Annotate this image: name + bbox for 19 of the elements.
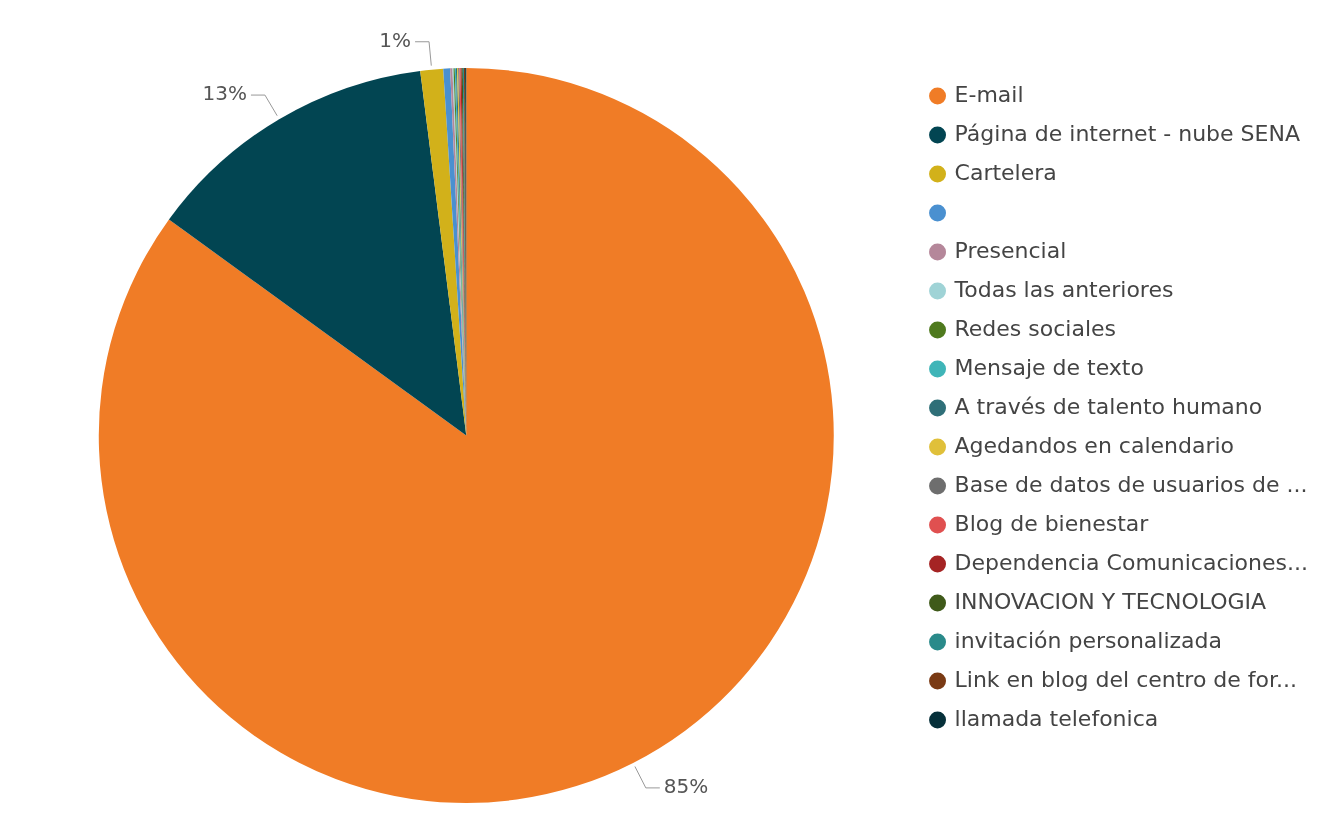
legend-label: Dependencia Comunicaciones... (954, 549, 1309, 575)
legend-label: Blog de bienestar (954, 510, 1150, 536)
legend-label: E-mail (954, 81, 1024, 107)
data-label: 1% (379, 27, 412, 52)
data-label: 13% (202, 81, 247, 106)
legend-label: Mensaje de texto (954, 354, 1144, 380)
legend-label: Redes sociales (954, 315, 1117, 341)
legend-label: INNOVACION Y TECNOLOGIA (954, 588, 1267, 614)
legend-label: Página de internet - nube SENA (954, 120, 1300, 146)
legend-label: Base de datos de usuarios de ... (954, 471, 1308, 497)
data-label: 85% (663, 774, 709, 799)
legend-label: Presencial (954, 237, 1067, 263)
legend-label: invitación personalizada (954, 627, 1223, 653)
legend-label: Link en blog del centro de for... (954, 666, 1298, 692)
legend-label: Cartelera (954, 159, 1057, 185)
legend-label: llamada telefonica (954, 705, 1159, 731)
legend-label: A través de talento humano (954, 393, 1263, 419)
legend-label: Agedandos en calendario (954, 432, 1235, 458)
legend-label: Todas las anteriores (953, 276, 1174, 302)
